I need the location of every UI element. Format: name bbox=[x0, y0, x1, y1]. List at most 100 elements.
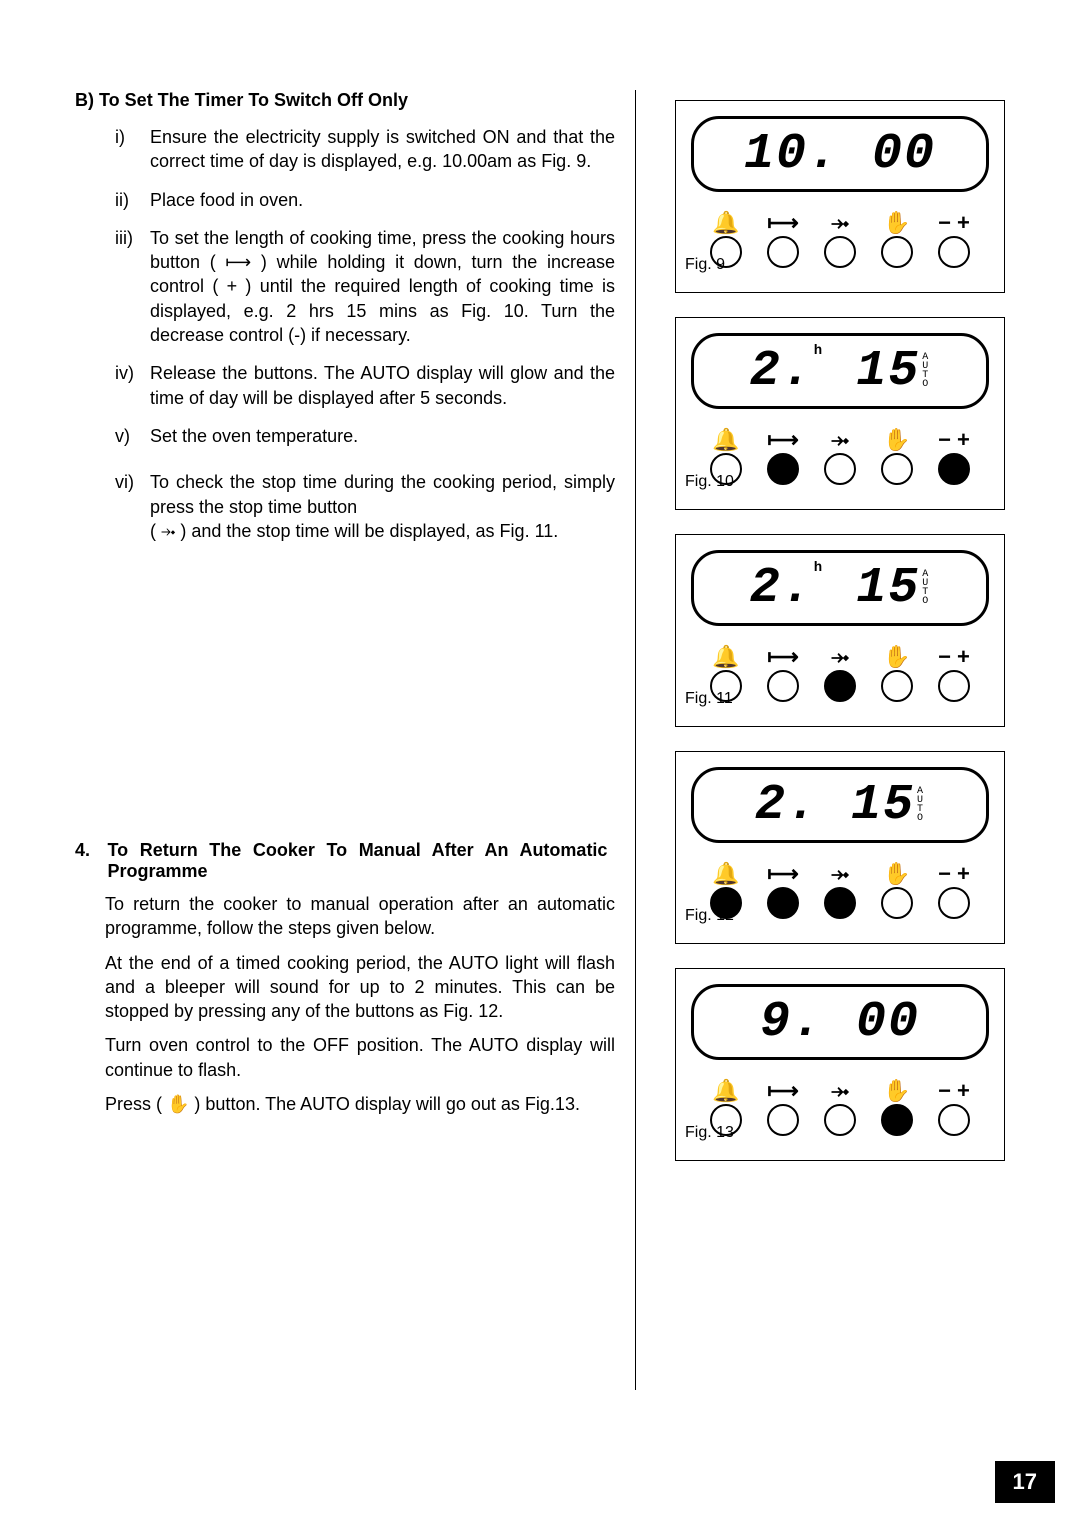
button-indicator bbox=[767, 453, 799, 485]
section-4-para: Press ( ✋ ) button. The AUTO display wil… bbox=[105, 1092, 615, 1116]
button-indicator bbox=[824, 1104, 856, 1136]
item-num: vi) bbox=[115, 470, 150, 543]
lcd-display: 2.h 15AUTO bbox=[691, 333, 989, 409]
button-indicator bbox=[824, 670, 856, 702]
button-symbol-icon: 🔔 bbox=[712, 1078, 739, 1104]
item-text: Place food in oven. bbox=[150, 188, 615, 212]
button-symbol-icon: ⟼ bbox=[767, 644, 799, 670]
timer-button: − + bbox=[932, 1078, 976, 1136]
timer-button: ⤞ bbox=[818, 210, 862, 268]
timer-button: ⟼ bbox=[761, 210, 805, 268]
list-item: ii) Place food in oven. bbox=[115, 188, 615, 212]
item-text-b: ( ⤞ ) and the stop time will be displaye… bbox=[150, 521, 558, 541]
timer-button: ✋ bbox=[875, 1078, 919, 1136]
section-b-prefix: B) bbox=[75, 90, 94, 110]
right-column: 10. 00🔔⟼⤞✋− +Fig. 92.h 15AUTO🔔⟼⤞✋− +Fig.… bbox=[675, 100, 1005, 1185]
figure-label: Fig. 11 bbox=[685, 690, 733, 708]
timer-button: − + bbox=[932, 427, 976, 485]
timer-button: ✋ bbox=[875, 861, 919, 919]
button-indicator bbox=[881, 453, 913, 485]
figure-label: Fig. 10 bbox=[685, 473, 734, 491]
figure-box: 9. 00 🔔 ⟼ ⤞ ✋ − + Fig. 13 bbox=[675, 968, 1005, 1161]
list-item: i) Ensure the electricity supply is swit… bbox=[115, 125, 615, 174]
item-num: ii) bbox=[115, 188, 150, 212]
button-row: 🔔⟼⤞✋− + bbox=[691, 644, 989, 702]
section-4-para: At the end of a timed cooking period, th… bbox=[105, 951, 615, 1024]
list-item: vi) To check the stop time during the co… bbox=[115, 470, 615, 543]
timer-button: − + bbox=[932, 861, 976, 919]
button-row: 🔔 ⟼ ⤞ ✋ − + bbox=[691, 1078, 989, 1136]
button-symbol-icon: − + bbox=[938, 210, 970, 236]
timer-button: ⟼ bbox=[761, 427, 805, 485]
button-symbol-icon: ⟼ bbox=[767, 1078, 799, 1104]
button-symbol-icon: 🔔 bbox=[712, 210, 739, 236]
section-4-heading: 4. To Return The Cooker To Manual After … bbox=[75, 840, 615, 882]
button-indicator bbox=[938, 1104, 970, 1136]
button-indicator bbox=[881, 887, 913, 919]
button-symbol-icon: ✋ bbox=[883, 644, 910, 670]
list-item: v) Set the oven temperature. bbox=[115, 424, 615, 448]
lcd-display: 9. 00 bbox=[691, 984, 989, 1060]
section-b-title: To Set The Timer To Switch Off Only bbox=[99, 90, 408, 110]
item-text: Ensure the electricity supply is switche… bbox=[150, 125, 615, 174]
button-symbol-icon: ⤞ bbox=[831, 861, 849, 887]
item-num: iii) bbox=[115, 226, 150, 347]
button-indicator bbox=[938, 453, 970, 485]
button-indicator bbox=[938, 670, 970, 702]
button-indicator bbox=[938, 236, 970, 268]
figures-container: 10. 00🔔⟼⤞✋− +Fig. 92.h 15AUTO🔔⟼⤞✋− +Fig.… bbox=[675, 100, 1005, 1161]
timer-button: ⤞ bbox=[818, 427, 862, 485]
section-b-heading: B) To Set The Timer To Switch Off Only bbox=[75, 90, 615, 111]
button-symbol-icon: ✋ bbox=[883, 1078, 910, 1104]
button-symbol-icon: ⤞ bbox=[831, 427, 849, 453]
button-indicator bbox=[767, 887, 799, 919]
button-symbol-icon: 🔔 bbox=[712, 861, 739, 887]
timer-button: ⤞ bbox=[818, 861, 862, 919]
button-indicator bbox=[767, 1104, 799, 1136]
timer-button: − + bbox=[932, 210, 976, 268]
button-indicator bbox=[881, 670, 913, 702]
item-text: To set the length of cooking time, press… bbox=[150, 226, 615, 347]
page-number: 17 bbox=[995, 1461, 1055, 1503]
button-indicator bbox=[824, 236, 856, 268]
section-4-num: 4. bbox=[75, 840, 103, 861]
button-symbol-icon: − + bbox=[938, 427, 970, 453]
button-symbol-icon: ✋ bbox=[883, 427, 910, 453]
page: B) To Set The Timer To Switch Off Only i… bbox=[75, 90, 1005, 1440]
timer-button: ⤞ bbox=[818, 1078, 862, 1136]
section-4-para: To return the cooker to manual operation… bbox=[105, 892, 615, 941]
item-text: Set the oven temperature. bbox=[150, 424, 615, 448]
button-symbol-icon: ⟼ bbox=[767, 210, 799, 236]
figure-label: Fig. 9 bbox=[685, 256, 725, 274]
list-item: iv) Release the buttons. The AUTO displa… bbox=[115, 361, 615, 410]
section-b-list: i) Ensure the electricity supply is swit… bbox=[115, 125, 615, 543]
button-symbol-icon: ⤞ bbox=[831, 1078, 849, 1104]
button-indicator bbox=[767, 670, 799, 702]
button-indicator bbox=[824, 887, 856, 919]
section-4-para: Turn oven control to the OFF position. T… bbox=[105, 1033, 615, 1082]
timer-button: ⤞ bbox=[818, 644, 862, 702]
item-text: Release the buttons. The AUTO display wi… bbox=[150, 361, 615, 410]
button-symbol-icon: − + bbox=[938, 861, 970, 887]
item-num: v) bbox=[115, 424, 150, 448]
item-num: iv) bbox=[115, 361, 150, 410]
button-symbol-icon: − + bbox=[938, 1078, 970, 1104]
button-row: 🔔⟼⤞✋− + bbox=[691, 210, 989, 268]
lcd-display: 2.h 15AUTO bbox=[691, 550, 989, 626]
button-indicator bbox=[881, 236, 913, 268]
timer-button: ⟼ bbox=[761, 644, 805, 702]
figure-box: 2.h 15AUTO🔔⟼⤞✋− +Fig. 11 bbox=[675, 534, 1005, 727]
figure-box: 10. 00🔔⟼⤞✋− +Fig. 9 bbox=[675, 100, 1005, 293]
column-divider bbox=[635, 90, 636, 1390]
timer-button: ✋ bbox=[875, 427, 919, 485]
figure-label: Fig. 12 bbox=[685, 907, 734, 925]
timer-button: ✋ bbox=[875, 644, 919, 702]
left-column: B) To Set The Timer To Switch Off Only i… bbox=[75, 90, 615, 557]
figure-label: Fig. 13 bbox=[685, 1124, 734, 1142]
button-symbol-icon: 🔔 bbox=[712, 427, 739, 453]
button-indicator bbox=[881, 1104, 913, 1136]
timer-button: ⟼ bbox=[761, 861, 805, 919]
button-symbol-icon: ⤞ bbox=[831, 210, 849, 236]
item-text-a: To check the stop time during the cookin… bbox=[150, 472, 615, 516]
lcd-display: 2. 15AUTO bbox=[691, 767, 989, 843]
